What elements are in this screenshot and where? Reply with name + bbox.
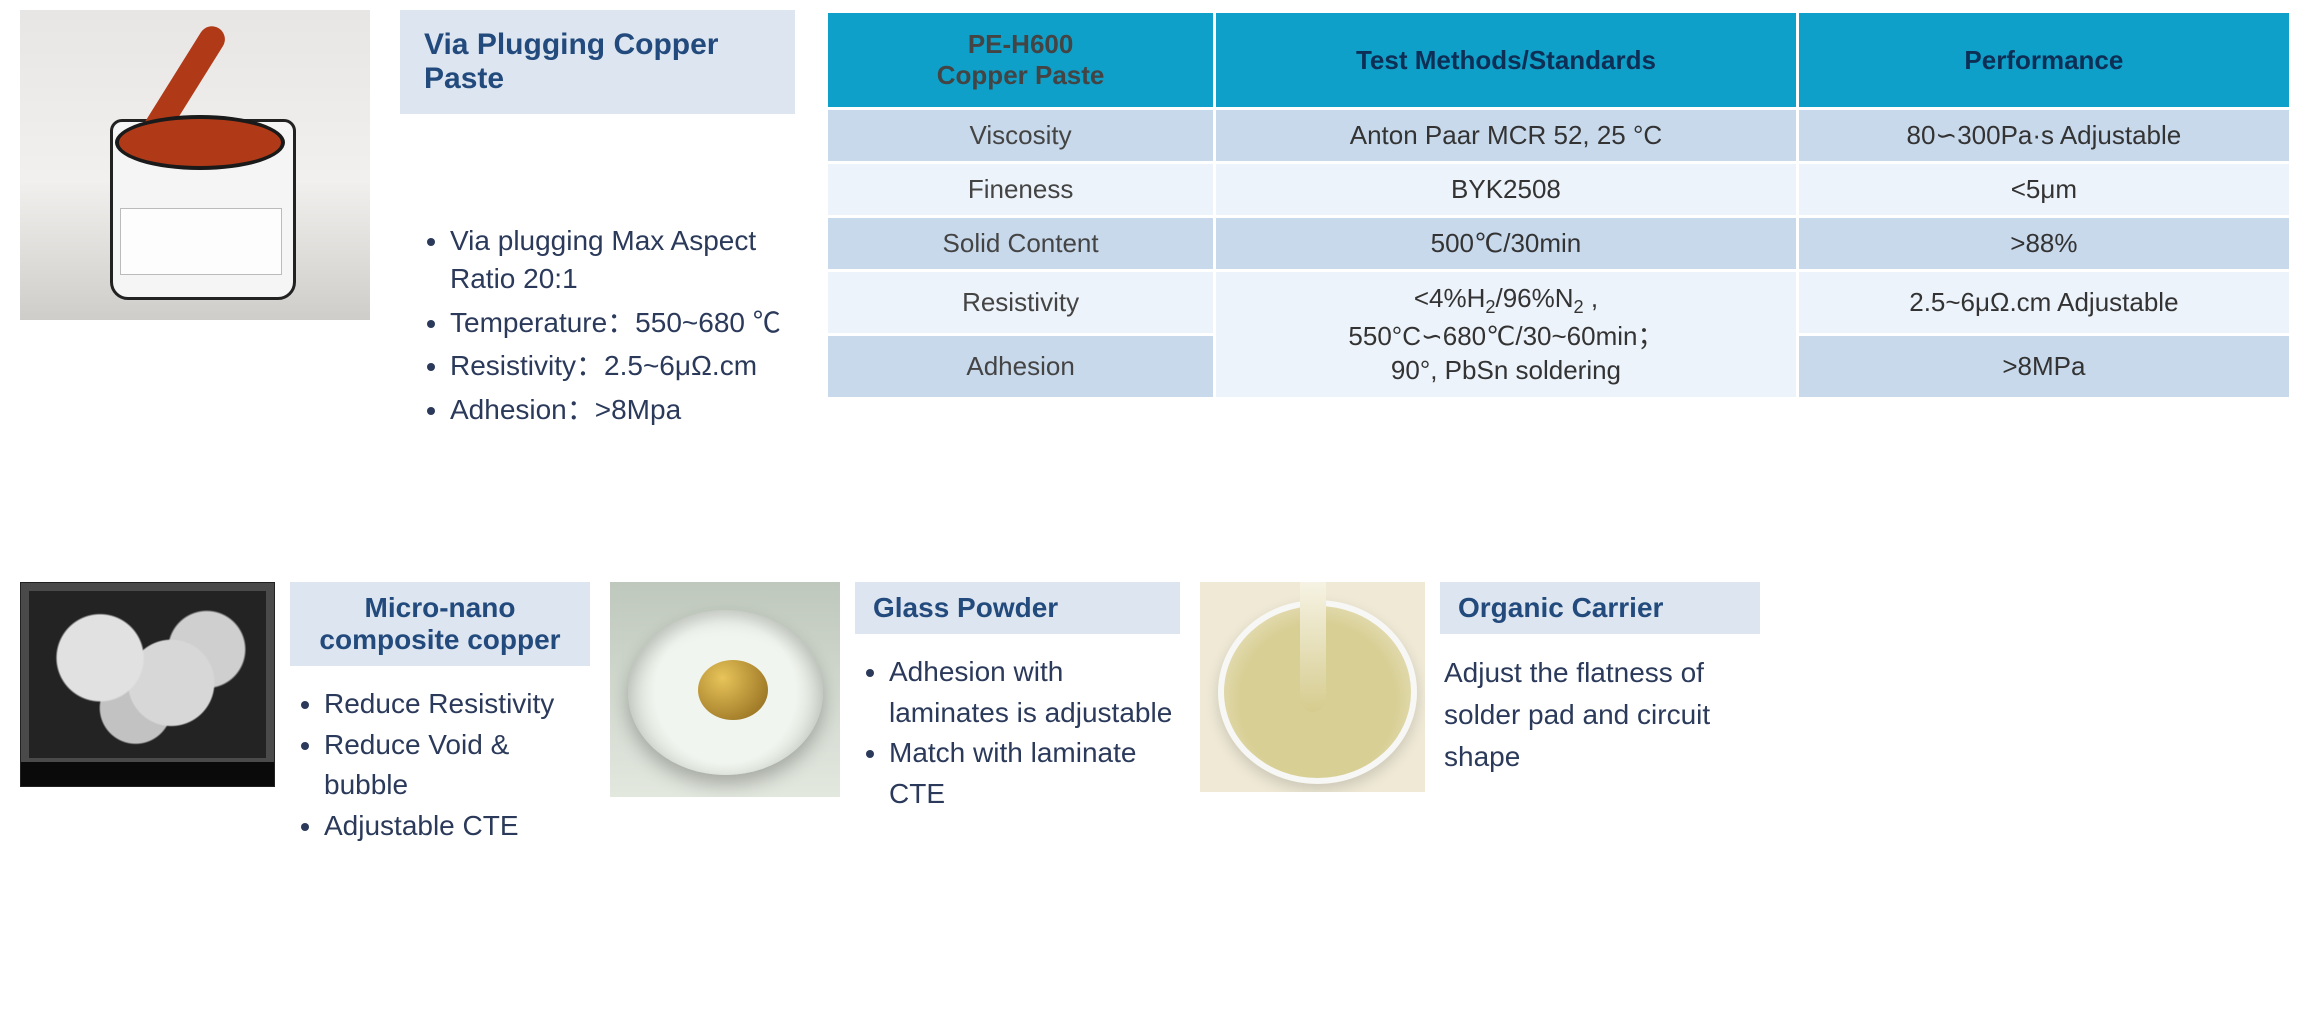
cell-perf: >8MPa — [1799, 336, 2289, 397]
card-glass-content: Glass Powder Adhesion with laminates is … — [855, 582, 1180, 814]
spec-table: PE-H600 Copper Paste Test Methods/Standa… — [825, 10, 2292, 400]
bullet-item: Adhesion：>8Mpa — [450, 388, 795, 432]
list-item: Adjustable CTE — [324, 806, 590, 847]
card-carrier-content: Organic Carrier Adjust the flatness of s… — [1440, 582, 1760, 778]
bullet-item: Resistivity：2.5~6μΩ.cm — [450, 344, 795, 388]
bullet-item: Via plugging Max Aspect Ratio 20:1 — [450, 219, 795, 301]
sem-image — [20, 582, 275, 787]
table-row: Viscosity Anton Paar MCR 52, 25 °C 80∽30… — [828, 110, 2289, 161]
th-performance: Performance — [1799, 13, 2289, 107]
cell-method: BYK2508 — [1216, 164, 1796, 215]
card-glass-bullets: Adhesion with laminates is adjustable Ma… — [855, 652, 1180, 814]
list-item: Reduce Void & bubble — [324, 725, 590, 806]
list-item: Match with laminate CTE — [889, 733, 1180, 814]
cell-prop: Solid Content — [828, 218, 1213, 269]
paste-jar-top — [115, 115, 285, 170]
top-row: Via Plugging Copper Paste Via plugging M… — [20, 10, 2292, 432]
glass-powder-image — [610, 582, 840, 797]
main-bullets: Via plugging Max Aspect Ratio 20:1 Tempe… — [400, 219, 795, 432]
card-glass-title: Glass Powder — [855, 582, 1180, 634]
card-carrier: Organic Carrier Adjust the flatness of s… — [1200, 582, 1760, 792]
bottom-row: Micro-nano composite copper Reduce Resis… — [20, 582, 2292, 846]
cell-method: 500℃/30min — [1216, 218, 1796, 269]
card-glass: Glass Powder Adhesion with laminates is … — [610, 582, 1180, 814]
cell-method: Anton Paar MCR 52, 25 °C — [1216, 110, 1796, 161]
table-row: Solid Content 500℃/30min >88% — [828, 218, 2289, 269]
th-methods: Test Methods/Standards — [1216, 13, 1796, 107]
cell-perf: <5μm — [1799, 164, 2289, 215]
main-title: Via Plugging Copper Paste — [400, 10, 795, 114]
cell-method-merged: <4%H2/96%N2 ,550°C∽680℃/30~60min；90°, Pb… — [1216, 272, 1796, 397]
cell-perf: 2.5~6μΩ.cm Adjustable — [1799, 272, 2289, 333]
cell-prop: Viscosity — [828, 110, 1213, 161]
card-carrier-title: Organic Carrier — [1440, 582, 1760, 634]
th-product-line1: PE-H600 — [968, 29, 1074, 59]
card-copper-title: Micro-nano composite copper — [290, 582, 590, 666]
table-row: Resistivity <4%H2/96%N2 ,550°C∽680℃/30~6… — [828, 272, 2289, 333]
cell-prop: Fineness — [828, 164, 1213, 215]
card-copper-content: Micro-nano composite copper Reduce Resis… — [290, 582, 590, 846]
card-copper: Micro-nano composite copper Reduce Resis… — [20, 582, 590, 846]
cell-perf: >88% — [1799, 218, 2289, 269]
card-copper-bullets: Reduce Resistivity Reduce Void & bubble … — [290, 684, 590, 846]
title-block: Via Plugging Copper Paste Via plugging M… — [400, 10, 795, 432]
cell-perf: 80∽300Pa·s Adjustable — [1799, 110, 2289, 161]
th-product-line2: Copper Paste — [937, 60, 1105, 90]
list-item: Reduce Resistivity — [324, 684, 590, 725]
th-product: PE-H600 Copper Paste — [828, 13, 1213, 107]
copper-paste-photo — [20, 10, 370, 320]
table-header-row: PE-H600 Copper Paste Test Methods/Standa… — [828, 13, 2289, 107]
organic-carrier-image — [1200, 582, 1425, 792]
card-carrier-text: Adjust the flatness of solder pad and ci… — [1440, 652, 1760, 778]
list-item: Adhesion with laminates is adjustable — [889, 652, 1180, 733]
cell-prop: Adhesion — [828, 336, 1213, 397]
table-row: Fineness BYK2508 <5μm — [828, 164, 2289, 215]
cell-prop: Resistivity — [828, 272, 1213, 333]
bullet-item: Temperature：550~680 ℃ — [450, 301, 795, 345]
